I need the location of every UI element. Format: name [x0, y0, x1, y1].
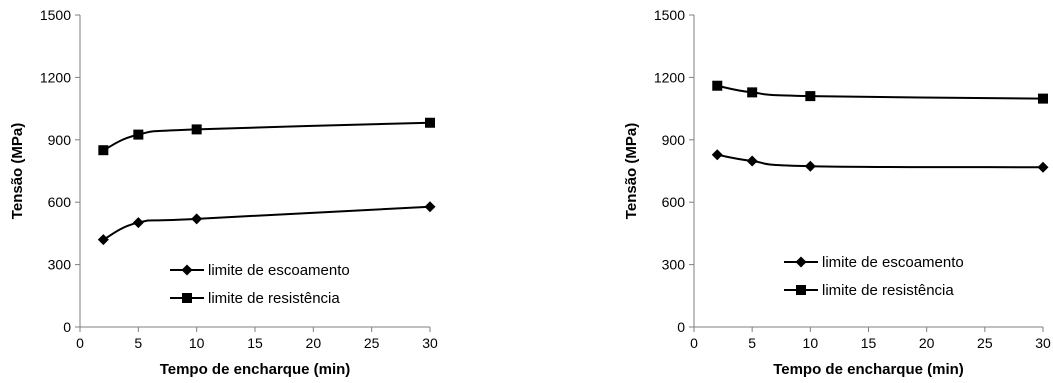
- series-line-2: [102, 121, 431, 152]
- data-point-square: [805, 91, 816, 102]
- y-tick-label: 300: [662, 257, 686, 273]
- x-tick-label: 25: [364, 335, 380, 351]
- x-tick-label: 5: [748, 335, 756, 351]
- legend-label: limite de resistência: [822, 282, 954, 299]
- x-tick-label: 30: [1035, 335, 1051, 351]
- chart-1: 0 300 600 900 1200 1500 0 5 10 15 20 25 30 Tempo de e…: [9, 7, 438, 378]
- data-point-square: [425, 117, 435, 128]
- y-tick-label: 1500: [654, 7, 685, 23]
- x-tick-label: 15: [247, 335, 263, 351]
- data-point-diamond: [746, 155, 758, 167]
- legend-label: limite de resistência: [208, 290, 340, 307]
- x-tick-label: 25: [977, 335, 993, 351]
- data-point-square: [1038, 93, 1048, 104]
- legend-marker: [796, 285, 806, 295]
- x-tick-label: 15: [861, 335, 877, 351]
- x-axis-label: Tempo de encharque (min): [773, 361, 964, 378]
- data-point-square: [712, 80, 723, 91]
- data-point-square: [191, 124, 202, 135]
- y-tick-label: 600: [48, 194, 72, 210]
- data-point-square: [747, 87, 758, 98]
- x-tick-label: 30: [422, 335, 438, 351]
- y-tick-label: 1200: [40, 69, 71, 85]
- x-tick-label: 10: [189, 335, 205, 351]
- data-point-diamond: [1037, 161, 1049, 173]
- legend-label: limite de escoamento: [822, 254, 964, 271]
- legend-marker: [182, 293, 192, 303]
- legend-marker: [181, 264, 193, 276]
- legend-marker: [795, 256, 807, 268]
- y-tick-label: 0: [677, 319, 685, 335]
- data-point-diamond: [132, 217, 144, 229]
- x-tick-label: 0: [690, 335, 698, 351]
- x-axis-label: Tempo de encharque (min): [160, 361, 351, 378]
- x-tick-label: 0: [76, 335, 84, 351]
- series-line-2: [717, 84, 1044, 100]
- y-tick-label: 1200: [654, 69, 685, 85]
- chart-2: 0 300 600 900 1200 1500 0 5 10 15 20 25 30 Tempo de e…: [623, 7, 1051, 378]
- y-tick-label: 0: [63, 319, 71, 335]
- data-point-diamond: [97, 234, 109, 246]
- data-point-diamond: [424, 201, 436, 213]
- y-tick-label: 900: [48, 132, 72, 148]
- y-tick-label: 900: [662, 132, 686, 148]
- data-point-diamond: [804, 160, 816, 172]
- y-tick-label: 600: [662, 194, 686, 210]
- data-point-square: [98, 145, 109, 156]
- x-tick-label: 20: [306, 335, 322, 351]
- series-line-1: [717, 153, 1044, 169]
- x-tick-label: 20: [919, 335, 935, 351]
- x-tick-label: 5: [134, 335, 142, 351]
- data-point-square: [133, 129, 144, 140]
- x-tick-label: 10: [803, 335, 819, 351]
- legend-label: limite de escoamento: [208, 262, 350, 279]
- data-point-diamond: [711, 149, 723, 161]
- data-point-diamond: [191, 213, 203, 225]
- y-axis-label: Tensão (MPa): [623, 123, 640, 219]
- series-line-1: [102, 205, 431, 241]
- y-tick-label: 1500: [40, 7, 71, 23]
- y-axis-label: Tensão (MPa): [9, 123, 26, 219]
- y-tick-label: 300: [48, 257, 72, 273]
